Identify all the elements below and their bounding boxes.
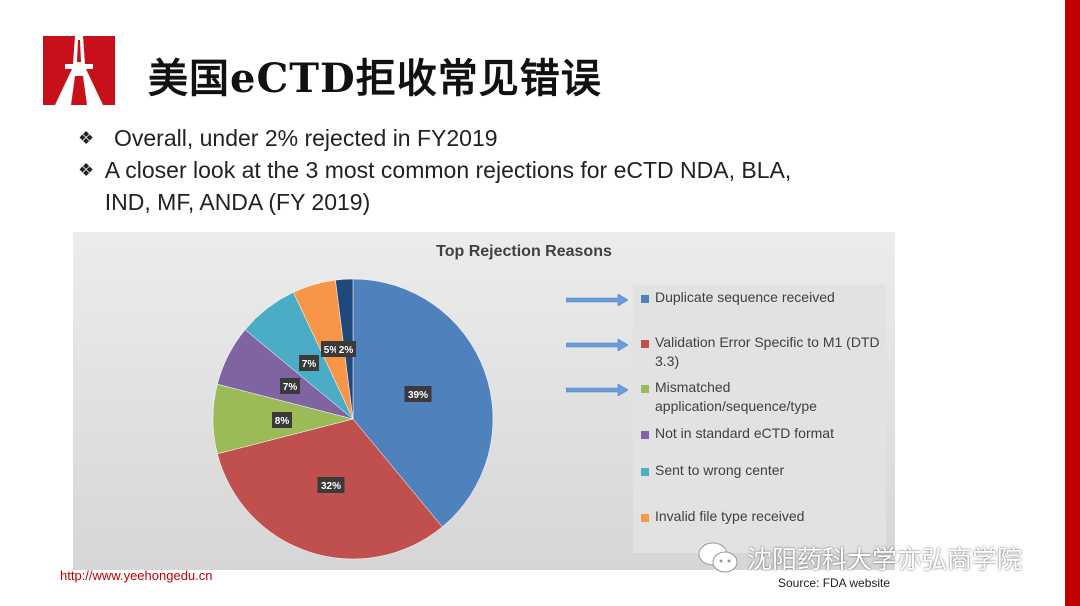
legend-swatch (641, 468, 649, 476)
svg-text:32%: 32% (321, 481, 341, 492)
data-label: 8% (272, 412, 292, 428)
slide-title: 美国eCTD拒收常见错误 (148, 55, 602, 102)
svg-text:39%: 39% (408, 390, 428, 401)
legend-item: Duplicate sequence received (641, 288, 881, 307)
arrow-right-icon (566, 339, 628, 351)
accent-edge-bar (1065, 0, 1080, 606)
pie-slice (352, 278, 494, 528)
legend-item: Invalid file type received (641, 507, 881, 526)
bullet-item: ❖ Overall, under 2% rejected in FY2019 (78, 122, 818, 154)
legend-item: Validation Error Specific to M1 (DTD 3.3… (641, 333, 881, 371)
pie-svg: 39% 32% 8% 7% 7% 5% 2% (212, 278, 494, 560)
legend-label: Not in standard eCTD format (655, 425, 834, 441)
legend-label: Duplicate sequence received (655, 289, 835, 305)
bullet-list: ❖ Overall, under 2% rejected in FY2019 ❖ A… (78, 122, 818, 218)
school-logo (43, 36, 115, 105)
legend-item: Not in standard eCTD format (641, 424, 881, 443)
svg-text:8%: 8% (275, 416, 290, 427)
legend-swatch (641, 431, 649, 439)
legend-label: Mismatched application/sequence/type (655, 379, 817, 414)
legend-label: Invalid file type received (655, 508, 805, 524)
legend-swatch (641, 514, 649, 522)
arrow-right-icon (566, 384, 628, 396)
svg-text:7%: 7% (283, 382, 298, 393)
legend-swatch (641, 340, 649, 348)
legend-item: Sent to wrong center (641, 461, 881, 480)
data-label: 39% (404, 386, 432, 402)
source-note: Source: FDA website (778, 576, 891, 590)
pie-chart: Top Rejection Reasons 39% 32% 8% 7% 7% 5% 2% D… (73, 232, 895, 570)
legend-swatch (641, 385, 649, 393)
bullet-item: ❖ A closer look at the 3 most common reje… (78, 154, 818, 218)
arrow-right-icon (566, 294, 628, 306)
data-label: 7% (299, 355, 319, 371)
wechat-icon (698, 542, 738, 573)
legend-item: Mismatched application/sequence/type (641, 378, 881, 416)
wechat-watermark: 沈阳药科大学亦弘商学院 (697, 540, 1022, 576)
svg-text:5%: 5% (324, 345, 339, 356)
legend-swatch (641, 295, 649, 303)
chart-title: Top Rejection Reasons (436, 243, 612, 260)
legend-label: Validation Error Specific to M1 (DTD 3.3… (655, 334, 880, 369)
svg-text:7%: 7% (302, 359, 317, 370)
data-label: 32% (317, 477, 345, 493)
legend-label: Sent to wrong center (655, 462, 785, 478)
bullet-text: Overall, under 2% rejected in FY2019 (114, 125, 498, 151)
diamond-bullet-icon: ❖ (78, 160, 95, 180)
bullet-text: A closer look at the 3 most common rejec… (104, 157, 792, 215)
watermark-text: 沈阳药科大学亦弘商学院 (747, 546, 1023, 574)
data-label: 7% (280, 378, 300, 394)
data-label: 2% (336, 341, 356, 357)
svg-text:2%: 2% (339, 345, 354, 356)
chart-legend: Duplicate sequence received Validation Er… (633, 285, 886, 553)
website-url[interactable]: http://www.yeehongedu.cn (60, 568, 213, 583)
diamond-bullet-icon: ❖ (78, 128, 95, 148)
